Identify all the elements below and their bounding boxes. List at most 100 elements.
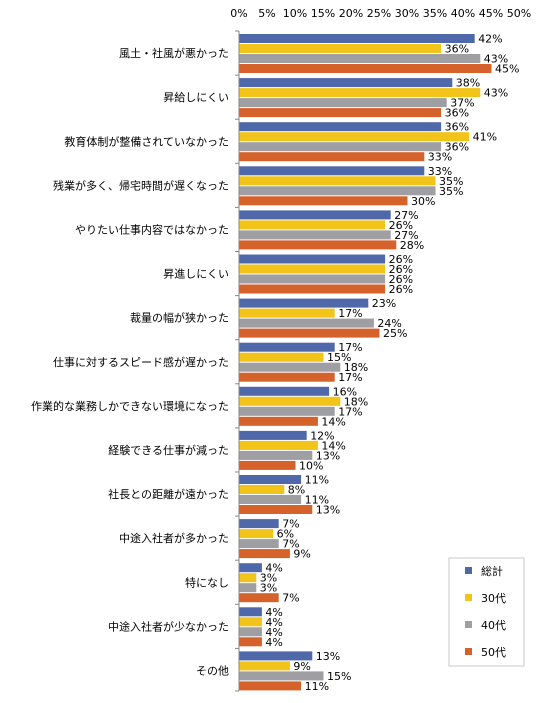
data-label: 35% bbox=[439, 185, 463, 198]
bar bbox=[239, 430, 307, 440]
bar bbox=[239, 681, 302, 691]
legend-label: 40代 bbox=[481, 619, 506, 632]
category-label: 裁量の幅が狭かった bbox=[130, 311, 229, 325]
category-label: 経験できる仕事が減った bbox=[108, 443, 229, 457]
data-label: 4% bbox=[265, 562, 282, 575]
category-label: 特になし bbox=[185, 575, 229, 589]
bar bbox=[239, 539, 279, 549]
category-label: 中途入社者が少なかった bbox=[108, 619, 229, 633]
data-label: 14% bbox=[321, 439, 345, 452]
bar bbox=[239, 298, 369, 308]
legend-swatch bbox=[465, 567, 472, 574]
bar bbox=[239, 44, 442, 53]
data-label: 3% bbox=[260, 582, 277, 595]
bar bbox=[239, 240, 397, 250]
category-label: 風土・社風が悪かった bbox=[119, 46, 229, 60]
bar bbox=[239, 440, 318, 450]
data-label: 16% bbox=[333, 385, 357, 398]
data-label: 18% bbox=[344, 361, 368, 374]
data-label: 11% bbox=[305, 474, 329, 487]
bar bbox=[239, 210, 391, 220]
bar bbox=[239, 549, 290, 559]
bar bbox=[239, 166, 425, 176]
bar bbox=[239, 607, 262, 617]
data-label: 38% bbox=[456, 77, 480, 90]
data-label: 23% bbox=[372, 297, 396, 310]
data-label: 13% bbox=[316, 504, 340, 517]
data-label: 26% bbox=[389, 253, 413, 266]
data-label: 8% bbox=[288, 484, 305, 497]
x-tick-label: 40% bbox=[451, 7, 475, 20]
data-label: 17% bbox=[338, 371, 362, 384]
bar bbox=[239, 34, 475, 43]
x-tick-label: 15% bbox=[311, 7, 335, 20]
data-label: 17% bbox=[338, 341, 362, 354]
category-label: 社長との距離が遠かった bbox=[108, 487, 229, 501]
bar bbox=[239, 593, 279, 603]
data-label: 27% bbox=[394, 209, 418, 222]
bar bbox=[239, 220, 386, 230]
data-label: 12% bbox=[310, 429, 334, 442]
data-label: 17% bbox=[338, 405, 362, 418]
bar bbox=[239, 318, 374, 328]
category-label: 昇給しにくい bbox=[163, 90, 229, 104]
x-tick-label: 0% bbox=[230, 7, 247, 20]
data-label: 24% bbox=[377, 317, 401, 330]
bar bbox=[239, 505, 313, 514]
data-label: 26% bbox=[389, 283, 413, 296]
data-label: 35% bbox=[439, 175, 463, 188]
category-label: 昇進しにくい bbox=[163, 268, 229, 281]
data-label: 11% bbox=[305, 494, 329, 507]
data-label: 10% bbox=[299, 459, 323, 472]
bar bbox=[239, 583, 257, 593]
legend-label: 30代 bbox=[481, 592, 506, 605]
bar bbox=[239, 142, 442, 152]
bar bbox=[239, 573, 257, 583]
data-label: 36% bbox=[445, 43, 469, 56]
data-label: 45% bbox=[495, 63, 519, 76]
x-tick-label: 20% bbox=[339, 7, 363, 20]
data-label: 18% bbox=[344, 395, 368, 408]
data-label: 36% bbox=[445, 107, 469, 120]
data-label: 7% bbox=[282, 538, 299, 551]
bar bbox=[239, 671, 324, 681]
bar bbox=[239, 98, 447, 108]
data-label: 4% bbox=[265, 616, 282, 629]
data-label: 27% bbox=[394, 229, 418, 242]
legend-label: 50代 bbox=[481, 646, 506, 659]
x-tick-label: 25% bbox=[367, 7, 391, 20]
bar bbox=[239, 78, 453, 88]
category-label: やりたい仕事内容ではなかった bbox=[75, 222, 229, 236]
bar bbox=[239, 254, 386, 264]
bar bbox=[239, 328, 380, 338]
bar bbox=[239, 450, 313, 460]
data-label: 9% bbox=[293, 660, 310, 673]
bar bbox=[239, 485, 285, 494]
legend-swatch bbox=[465, 594, 472, 601]
x-tick-label: 10% bbox=[283, 7, 307, 20]
data-label: 7% bbox=[282, 592, 299, 605]
bar bbox=[239, 54, 481, 63]
category-label: 教育体制が整備されていなかった bbox=[64, 134, 229, 148]
data-label: 41% bbox=[473, 131, 497, 144]
data-label: 17% bbox=[338, 307, 362, 320]
category-label: 残業が多く、帰宅時間が遅くなった bbox=[53, 178, 229, 192]
data-label: 13% bbox=[316, 650, 340, 663]
bar bbox=[239, 230, 391, 240]
bar bbox=[239, 108, 442, 118]
bar bbox=[239, 460, 296, 470]
data-label: 13% bbox=[316, 449, 340, 462]
bar bbox=[239, 264, 386, 274]
bar bbox=[239, 416, 318, 426]
bar bbox=[239, 308, 335, 318]
data-label: 42% bbox=[478, 33, 502, 46]
data-label: 4% bbox=[265, 606, 282, 619]
legend-swatch bbox=[465, 621, 472, 628]
data-label: 37% bbox=[450, 97, 474, 110]
bar bbox=[239, 122, 442, 132]
data-label: 36% bbox=[445, 141, 469, 154]
data-label: 4% bbox=[265, 636, 282, 649]
bar bbox=[239, 563, 262, 573]
data-label: 43% bbox=[484, 87, 508, 100]
